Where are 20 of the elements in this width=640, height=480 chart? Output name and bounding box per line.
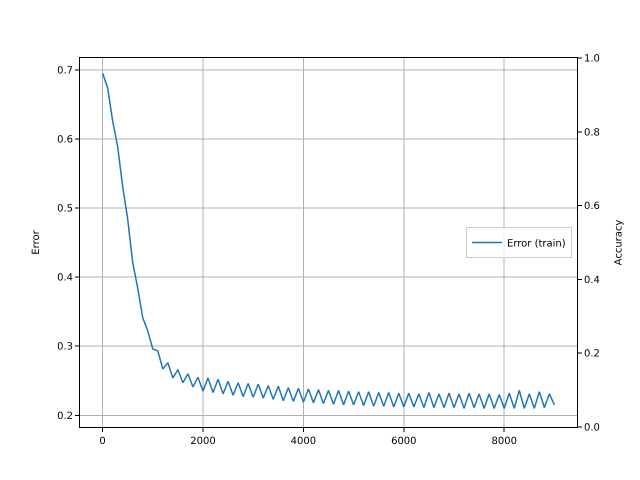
x-tick-label: 4000	[290, 436, 316, 447]
legend-label: Error (train)	[507, 238, 566, 250]
y-tick-label: 0.2	[57, 410, 73, 422]
y2-tick-label: 1.0	[584, 54, 600, 64]
x-tick-label: 6000	[391, 436, 417, 447]
y-tick-label: 0.7	[57, 65, 73, 76]
y2-axis-title: Accuracy	[613, 220, 624, 266]
y2-tick-label: 0.0	[584, 422, 600, 434]
x-tick-label: 0	[99, 436, 106, 447]
y2-tick-label: 0.2	[584, 348, 600, 360]
y-tick-label: 0.5	[57, 203, 73, 214]
y-tick-label: 0.4	[57, 272, 73, 284]
y-tick-label: 0.6	[57, 134, 73, 146]
x-tick-label: 2000	[190, 436, 216, 447]
y-tick-label: 0.3	[57, 342, 73, 353]
y2-tick-label: 0.4	[584, 274, 600, 286]
y-axis-title: Error	[31, 229, 42, 255]
y2-tick-label: 0.8	[584, 127, 600, 138]
x-tick-label: 8000	[491, 436, 517, 447]
y2-tick-label: 0.6	[584, 201, 600, 212]
